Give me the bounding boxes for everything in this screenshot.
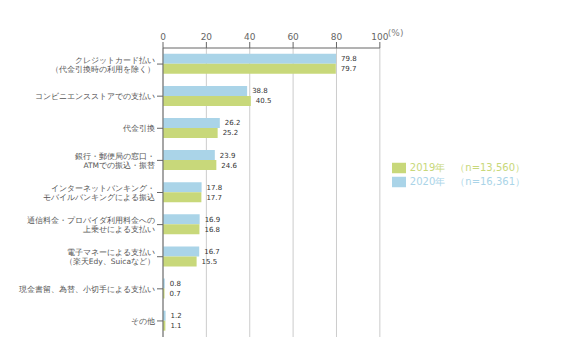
html-text:2020年 （n=16,361）: 2020年 （n=16,361） bbox=[409, 176, 525, 187]
svg-text:17.8: 17.8 bbox=[207, 184, 223, 192]
svg-text:(%): (%) bbox=[388, 28, 404, 38]
svg-text:100: 100 bbox=[371, 32, 388, 42]
svg-text:24.6: 24.6 bbox=[221, 162, 237, 170]
svg-text:17.7: 17.7 bbox=[206, 194, 222, 202]
svg-text:15.5: 15.5 bbox=[202, 258, 218, 266]
svg-text:40.5: 40.5 bbox=[256, 97, 272, 105]
svg-text:16.8: 16.8 bbox=[204, 226, 220, 234]
svg-text:インターネットバンキング・モバイルバンキングによる振込: インターネットバンキング・モバイルバンキングによる振込 bbox=[43, 184, 155, 202]
svg-text:銀行・郵便局の窓口・ATMでの振込・振替: 銀行・郵便局の窓口・ATMでの振込・振替 bbox=[75, 151, 155, 169]
svg-text:0: 0 bbox=[160, 32, 166, 42]
html-text:2019年 （n=13,560）: 2019年 （n=13,560） bbox=[409, 162, 525, 173]
svg-text:代金引換: 代金引換 bbox=[122, 124, 155, 133]
svg-text:25.2: 25.2 bbox=[223, 129, 239, 137]
svg-text:16.9: 16.9 bbox=[205, 216, 221, 224]
svg-text:26.2: 26.2 bbox=[225, 119, 241, 127]
svg-text:80: 80 bbox=[331, 32, 343, 42]
svg-text:クレジットカード払い（代金引換時の利用を除く）: クレジットカード払い（代金引換時の利用を除く） bbox=[51, 55, 155, 73]
svg-text:40: 40 bbox=[244, 32, 256, 42]
svg-text:38.8: 38.8 bbox=[252, 87, 268, 95]
svg-text:79.8: 79.8 bbox=[341, 55, 357, 63]
svg-text:現金書留、為替、小切手による支払い: 現金書留、為替、小切手による支払い bbox=[19, 284, 155, 293]
svg-text:電子マネーによる支払い（楽天Edy、Suicaなど）: 電子マネーによる支払い（楽天Edy、Suicaなど） bbox=[65, 248, 155, 266]
svg-text:23.9: 23.9 bbox=[220, 152, 236, 160]
svg-text:通信料金・プロバイダ利用料金への上乗せによる支払い: 通信料金・プロバイダ利用料金への上乗せによる支払い bbox=[27, 216, 155, 234]
svg-text:16.7: 16.7 bbox=[204, 248, 220, 256]
svg-text:60: 60 bbox=[287, 32, 299, 42]
svg-text:0.7: 0.7 bbox=[170, 290, 181, 298]
svg-text:79.7: 79.7 bbox=[341, 65, 357, 73]
svg-text:その他: その他 bbox=[131, 316, 155, 325]
svg-text:1.2: 1.2 bbox=[171, 312, 182, 320]
svg-text:1.1: 1.1 bbox=[170, 322, 181, 330]
svg-text:0.8: 0.8 bbox=[170, 280, 181, 288]
svg-text:20: 20 bbox=[201, 32, 213, 42]
svg-text:コンビニエンスストアでの支払い: コンビニエンスストアでの支払い bbox=[35, 92, 155, 101]
